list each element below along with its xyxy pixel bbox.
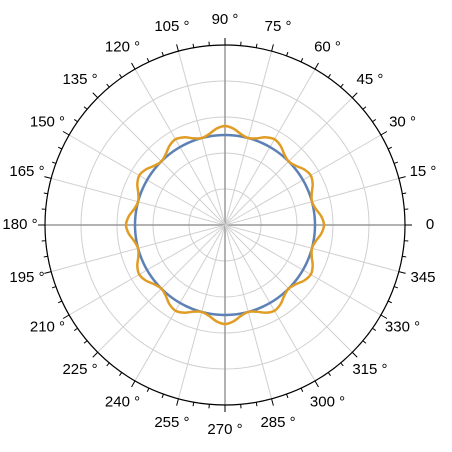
minor-tick (51, 161, 57, 164)
theta-tick-label: 15 ° (410, 163, 437, 180)
theta-tick-label: 60 ° (314, 38, 341, 55)
minor-tick (380, 131, 388, 136)
minor-tick (43, 255, 48, 258)
minor-tick (271, 398, 274, 406)
minor-tick (92, 92, 99, 99)
minor-tick (192, 402, 195, 407)
theta-tick-label: 345 (410, 269, 435, 286)
minor-tick (340, 362, 344, 367)
minor-tick (327, 372, 331, 377)
minor-tick (62, 314, 70, 319)
minor-tick (106, 83, 110, 88)
minor-tick (314, 62, 319, 70)
minor-tick (106, 362, 110, 367)
theta-tick-label: 195 ° (9, 269, 44, 286)
polar-curve (124, 124, 326, 326)
theta-tick-label: 105 ° (154, 18, 189, 35)
minor-tick (176, 44, 179, 52)
minor-tick (327, 73, 331, 78)
theta-tick-label: 30 ° (389, 113, 416, 130)
theta-tick-label: 75 ° (265, 18, 292, 35)
minor-tick (146, 387, 150, 392)
minor-tick (372, 119, 377, 123)
minor-tick (362, 340, 367, 344)
minor-tick (83, 340, 88, 344)
minor-tick (43, 192, 48, 195)
minor-tick (255, 402, 258, 407)
minor-tick (92, 351, 99, 358)
minor-tick (286, 51, 289, 57)
minor-tick (131, 62, 136, 70)
minor-tick (351, 92, 358, 99)
minor-tick (192, 43, 195, 48)
minor-tick (387, 300, 392, 304)
minor-tick (146, 58, 150, 63)
theta-tick-label: 120 ° (105, 38, 140, 55)
theta-tick-label: 330 ° (385, 318, 420, 335)
theta-tick-label: 45 ° (357, 71, 384, 88)
minor-tick (119, 372, 123, 377)
minor-tick (340, 83, 344, 88)
minor-tick (51, 286, 57, 289)
minor-tick (73, 119, 78, 123)
theta-tick-label: 90 ° (212, 11, 239, 28)
theta-tick-label: 150 ° (30, 113, 65, 130)
minor-tick (255, 43, 258, 48)
minor-tick (300, 387, 304, 392)
minor-tick (351, 351, 358, 358)
theta-tick-label: 210 ° (30, 318, 65, 335)
minor-tick (393, 161, 399, 164)
minor-tick (380, 314, 388, 319)
polar-curve (133, 133, 317, 317)
theta-tick-label: 240 ° (105, 394, 140, 411)
minor-tick (402, 255, 407, 258)
theta-tick-label: 285 ° (260, 414, 295, 431)
minor-tick (300, 58, 304, 63)
minor-tick (387, 146, 392, 150)
minor-tick (119, 73, 123, 78)
theta-tick-label: 315 ° (352, 361, 387, 378)
minor-tick (362, 106, 367, 110)
theta-tick-label: 225 ° (62, 361, 97, 378)
minor-tick (131, 380, 136, 388)
minor-tick (402, 192, 407, 195)
theta-tick-label: 165 ° (9, 163, 44, 180)
minor-tick (62, 131, 70, 136)
minor-tick (176, 398, 179, 406)
minor-tick (161, 51, 164, 57)
minor-tick (286, 393, 289, 399)
theta-tick-label: 0 (426, 216, 434, 233)
minor-tick (83, 106, 88, 110)
minor-tick (271, 44, 274, 52)
minor-tick (398, 271, 406, 274)
minor-tick (44, 176, 52, 179)
minor-tick (161, 393, 164, 399)
minor-tick (58, 300, 63, 304)
minor-tick (393, 286, 399, 289)
theta-tick-label: 180 ° (2, 216, 37, 233)
theta-tick-label: 300 ° (310, 394, 345, 411)
theta-tick-label: 270 ° (207, 421, 242, 438)
theta-tick-label: 135 ° (62, 71, 97, 88)
minor-tick (372, 327, 377, 331)
minor-tick (44, 271, 52, 274)
minor-tick (314, 380, 319, 388)
minor-tick (73, 327, 78, 331)
minor-tick (58, 146, 63, 150)
minor-tick (398, 176, 406, 179)
theta-tick-label: 255 ° (154, 414, 189, 431)
